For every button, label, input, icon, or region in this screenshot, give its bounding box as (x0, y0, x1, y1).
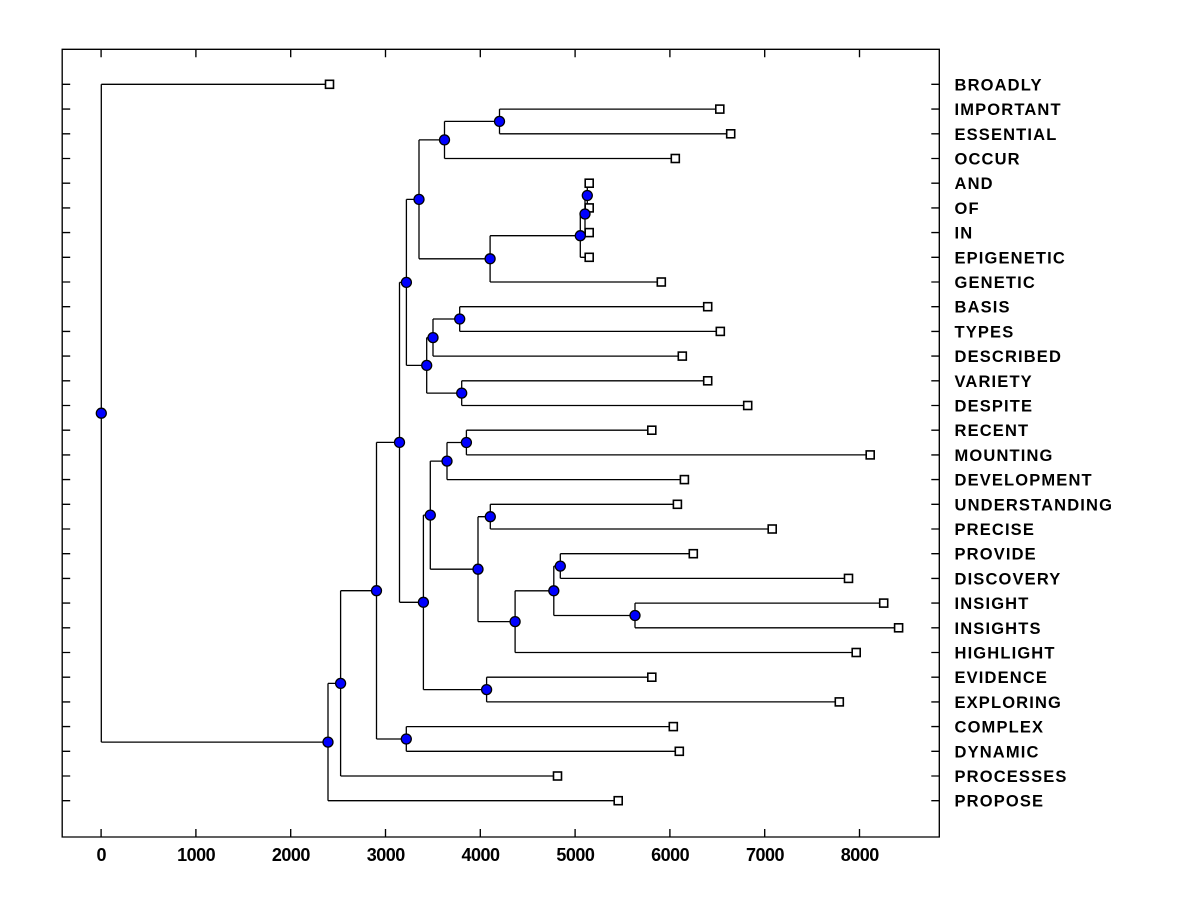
svg-text:DESPITE: DESPITE (955, 398, 1034, 416)
svg-text:UNDERSTANDING: UNDERSTANDING (955, 496, 1114, 514)
svg-text:6000: 6000 (651, 845, 690, 865)
svg-text:8000: 8000 (841, 845, 880, 865)
svg-text:PROCESSES: PROCESSES (955, 768, 1068, 786)
svg-text:0: 0 (97, 845, 107, 865)
svg-text:PRECISE: PRECISE (955, 521, 1036, 539)
svg-text:TYPES: TYPES (955, 323, 1015, 341)
svg-text:DEVELOPMENT: DEVELOPMENT (955, 472, 1093, 490)
svg-text:EXPLORING: EXPLORING (955, 694, 1063, 712)
svg-text:BROADLY: BROADLY (955, 76, 1043, 94)
svg-text:BASIS: BASIS (955, 299, 1011, 317)
svg-text:3000: 3000 (367, 845, 406, 865)
svg-text:AND: AND (955, 175, 994, 193)
svg-text:EPIGENETIC: EPIGENETIC (955, 249, 1066, 267)
svg-text:DESCRIBED: DESCRIBED (955, 348, 1063, 366)
svg-text:INSIGHTS: INSIGHTS (955, 620, 1042, 638)
svg-text:PROVIDE: PROVIDE (955, 546, 1037, 564)
svg-text:DYNAMIC: DYNAMIC (955, 743, 1040, 761)
svg-text:5000: 5000 (556, 845, 595, 865)
svg-text:OF: OF (955, 200, 980, 218)
svg-text:4000: 4000 (461, 845, 500, 865)
svg-text:VARIETY: VARIETY (955, 373, 1033, 391)
svg-text:INSIGHT: INSIGHT (955, 595, 1030, 613)
svg-text:ESSENTIAL: ESSENTIAL (955, 126, 1058, 144)
svg-text:MOUNTING: MOUNTING (955, 447, 1054, 465)
svg-text:OCCUR: OCCUR (955, 151, 1021, 169)
svg-text:RECENT: RECENT (955, 422, 1030, 440)
svg-text:EVIDENCE: EVIDENCE (955, 669, 1049, 687)
svg-text:2000: 2000 (272, 845, 311, 865)
svg-text:1000: 1000 (177, 845, 216, 865)
svg-text:IMPORTANT: IMPORTANT (955, 101, 1062, 119)
svg-text:7000: 7000 (746, 845, 785, 865)
svg-text:GENETIC: GENETIC (955, 274, 1036, 292)
svg-text:PROPOSE: PROPOSE (955, 793, 1045, 811)
svg-text:HIGHLIGHT: HIGHLIGHT (955, 645, 1056, 663)
svg-text:IN: IN (955, 225, 974, 243)
svg-text:COMPLEX: COMPLEX (955, 719, 1045, 737)
svg-text:DISCOVERY: DISCOVERY (955, 570, 1062, 588)
